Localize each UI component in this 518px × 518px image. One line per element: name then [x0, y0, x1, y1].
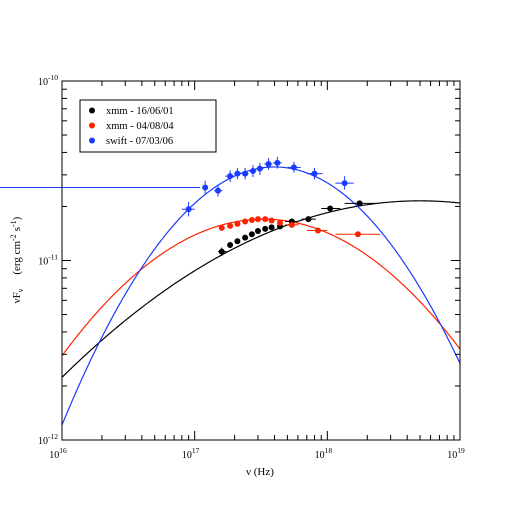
point-marker [341, 180, 348, 187]
model-curve [61, 218, 461, 357]
point-marker [305, 216, 312, 223]
point-marker [262, 216, 269, 223]
data-point [256, 162, 264, 175]
axis-ticks [61, 80, 461, 441]
point-marker [311, 170, 318, 177]
data-point [242, 218, 249, 225]
data-point [241, 167, 249, 180]
legend-marker [89, 107, 95, 114]
point-marker [262, 225, 269, 232]
point-marker [288, 221, 295, 228]
data-point [227, 241, 234, 248]
data-point [227, 222, 234, 229]
legend-marker [89, 137, 95, 144]
data-point [254, 216, 261, 223]
data-point [285, 221, 299, 228]
data-points [0, 156, 381, 256]
data-point [234, 238, 241, 245]
point-marker [227, 222, 234, 229]
point-marker [265, 160, 272, 167]
data-point [264, 158, 273, 170]
model-curve [61, 200, 461, 378]
legend-label: xmm - 16/06/01 [106, 106, 174, 117]
data-point [181, 201, 195, 217]
data-point [262, 216, 269, 223]
legend-label: swift - 07/03/06 [106, 136, 173, 147]
point-marker [327, 205, 334, 212]
point-marker [254, 216, 261, 223]
point-marker [314, 227, 321, 234]
x-tick-label: 1018 [315, 446, 333, 461]
data-point [248, 217, 255, 224]
data-point [218, 247, 227, 256]
point-marker [215, 187, 222, 194]
point-marker [227, 173, 234, 180]
data-point [268, 224, 275, 231]
data-point [273, 156, 282, 169]
x-axis-title: ν (Hz) [246, 466, 274, 478]
data-point [248, 231, 255, 238]
point-marker [354, 231, 361, 238]
legend-label: xmm - 04/08/04 [106, 121, 174, 132]
point-marker [234, 170, 241, 177]
data-point [335, 231, 381, 238]
point-marker [256, 165, 263, 172]
point-marker [268, 224, 275, 231]
data-point [254, 227, 261, 234]
data-point [0, 180, 209, 194]
point-marker [268, 217, 275, 224]
y-tick-label: 10-10 [38, 73, 58, 88]
point-marker [242, 218, 249, 225]
data-point [268, 217, 275, 224]
point-marker [234, 238, 241, 245]
model-curve [61, 166, 461, 426]
point-marker [248, 217, 255, 224]
data-point [301, 216, 316, 223]
data-point [262, 225, 269, 232]
legend-marker [89, 122, 95, 129]
point-marker [242, 170, 249, 177]
y-axis-title: νFν(erg cm-2s-1) [9, 216, 25, 303]
data-point [277, 219, 284, 226]
x-tick-label: 1017 [182, 446, 200, 461]
legend: xmm - 16/06/01 xmm - 04/08/04 swift - 07/0… [79, 99, 217, 153]
data-point [225, 170, 235, 182]
tick-labels: 1016 1017 1018 1019 10-12 10-11 10-10 [38, 73, 465, 461]
data-point [234, 220, 241, 227]
point-marker [234, 220, 241, 227]
data-point [321, 205, 341, 212]
point-marker [248, 231, 255, 238]
y-tick-label: 10-11 [38, 253, 58, 268]
point-marker [356, 200, 363, 207]
model-curves [61, 166, 461, 426]
data-point [218, 224, 225, 231]
point-marker [249, 168, 256, 175]
legend-box [79, 99, 217, 153]
data-point [335, 176, 354, 190]
point-marker [254, 227, 261, 234]
data-point [242, 234, 249, 241]
point-marker [227, 241, 234, 248]
point-marker [277, 219, 284, 226]
data-point [306, 167, 323, 180]
svg-text:νFν(erg cm-2s-1): νFν(erg cm-2s-1) [9, 216, 25, 303]
x-tick-label: 1016 [49, 446, 67, 461]
data-point [287, 161, 301, 173]
x-tick-label: 1019 [447, 446, 465, 461]
y-tick-label: 10-12 [38, 432, 58, 447]
point-marker [185, 206, 192, 213]
data-point [249, 165, 257, 177]
point-marker [202, 184, 209, 191]
data-point [306, 227, 328, 234]
point-marker [242, 234, 249, 241]
data-point [214, 184, 223, 197]
point-marker [290, 164, 297, 171]
point-marker [218, 248, 225, 255]
point-marker [218, 224, 225, 231]
data-point [344, 200, 377, 207]
data-point [234, 167, 242, 180]
point-marker [274, 159, 281, 166]
